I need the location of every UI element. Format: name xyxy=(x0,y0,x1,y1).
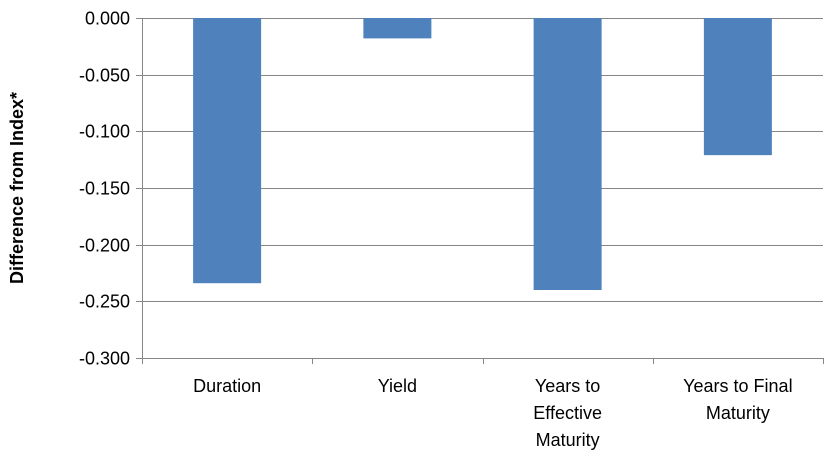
bar xyxy=(704,18,772,155)
y-tick-labels: 0.000 -0.050 -0.100 -0.150 -0.200 -0.250 -0.30… xyxy=(79,9,130,369)
bar xyxy=(534,18,602,290)
x-category-label-line: Yield xyxy=(378,376,417,396)
x-category-label: Years to Final Maturity xyxy=(683,376,792,423)
x-category-label-line: Years to xyxy=(535,376,600,396)
bar xyxy=(193,18,261,283)
bar xyxy=(363,18,431,38)
x-category-label: Years to Effective Maturity xyxy=(533,376,602,450)
bars xyxy=(193,18,772,290)
y-tick-label: -0.100 xyxy=(79,122,130,142)
y-tick-label: -0.150 xyxy=(79,179,130,199)
y-tick-label: -0.200 xyxy=(79,236,130,256)
x-category-label-line: Maturity xyxy=(536,430,600,450)
y-tick-label: -0.050 xyxy=(79,66,130,86)
y-tick-label: -0.300 xyxy=(79,349,130,369)
y-tick-label: -0.250 xyxy=(79,292,130,312)
x-category-label: Yield xyxy=(378,376,417,396)
x-category-label-line: Maturity xyxy=(706,403,770,423)
x-category-labels: Duration Yield Years to Effective MaturityYe… xyxy=(193,376,792,450)
x-category-label-line: Years to Final xyxy=(683,376,792,396)
x-category-label: Duration xyxy=(193,376,261,396)
x-category-label-line: Duration xyxy=(193,376,261,396)
y-axis-title: Difference from Index* xyxy=(7,92,27,284)
x-category-label-line: Effective xyxy=(533,403,602,423)
y-tick-label: 0.000 xyxy=(85,9,130,29)
